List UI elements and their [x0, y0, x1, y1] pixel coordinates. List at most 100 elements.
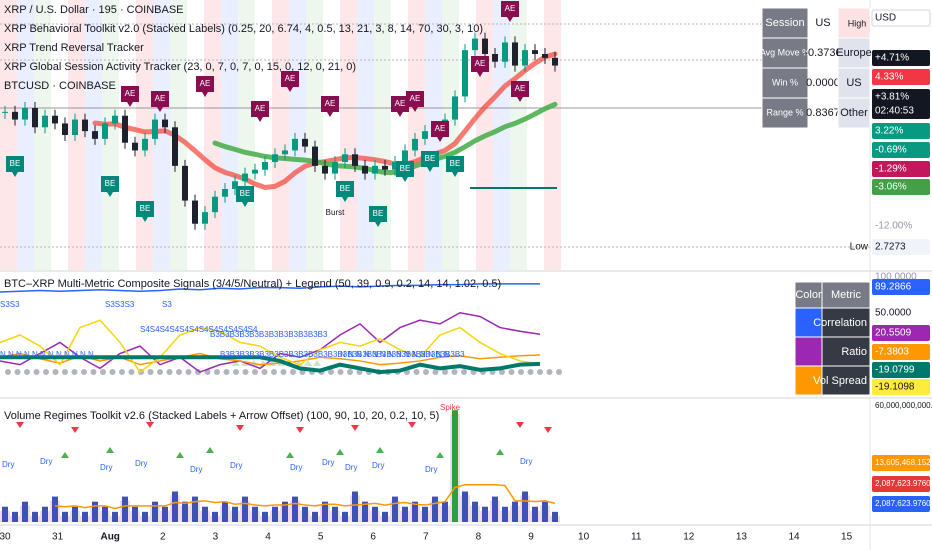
session-stripe [204, 0, 221, 270]
session-stripe [306, 0, 323, 270]
candle [322, 165, 328, 174]
axis-label: 02:40:53 [875, 106, 914, 117]
session-stripe [153, 0, 170, 270]
signal-label: B3B3B3B3B3B3B3B3B3B3B3B3 [210, 330, 328, 339]
table-cell [761, 67, 809, 99]
neutral-dot [43, 369, 49, 375]
candle [252, 169, 258, 174]
regime-label: Dry [372, 461, 384, 470]
volume-bar [2, 506, 8, 522]
time-label: 31 [52, 532, 64, 543]
axis-label: -0.69% [875, 145, 907, 156]
price-axis: USD +4.71% 4.33% +3.81% 02:40:53 3.22% -0.69% -… [850, 9, 932, 512]
marker-box [391, 96, 409, 117]
axis-label-bg [872, 89, 930, 105]
signal-pane: S3S3 S3S3S3 S3S4S4S4S4S4S4S4S4S4S4S4S4B3B3… [0, 278, 871, 396]
signal-label: N N N N N N N N N N N N [0, 350, 94, 359]
neutral-dot [527, 369, 534, 375]
session-stripe [0, 0, 17, 270]
neutral-dot [90, 369, 97, 375]
neutral-dot [508, 369, 515, 375]
candle [412, 138, 418, 151]
neutral-dot [271, 369, 277, 375]
regime-label: Spike [440, 403, 461, 412]
marker-box [396, 161, 414, 182]
time-label: 7 [423, 532, 429, 543]
candle [482, 38, 488, 54]
marker-box [431, 121, 449, 142]
axis-label-bg [872, 69, 930, 85]
candle [512, 42, 518, 66]
regime-label: Dry [345, 463, 357, 472]
arrow-up [496, 449, 504, 455]
session-stripe [408, 0, 425, 270]
table-cell-text: Win % [772, 77, 798, 87]
signal-line [0, 283, 540, 293]
neutral-dot [537, 369, 543, 375]
candle [372, 165, 378, 174]
time-label: 12 [683, 532, 695, 543]
regime-label: Dry [425, 465, 437, 474]
table-header: Metric [831, 289, 861, 301]
session-stripe [340, 0, 357, 270]
candle [242, 173, 248, 182]
session-stripe [374, 0, 391, 270]
arrow-down [516, 422, 524, 428]
volume-bar [72, 506, 78, 522]
table-cell-text: Other [840, 107, 868, 119]
time-axis: 30 31 Aug 2 3 4 5 6 7 8 9 10 11 12 13 14 15 [0, 532, 853, 543]
table-cell [837, 37, 871, 69]
candle [32, 108, 38, 128]
neutral-dot [214, 369, 220, 375]
volume-bar [442, 501, 448, 522]
table-cell-text: Range % [766, 107, 803, 117]
session-stripe [238, 0, 255, 270]
neutral-dot [128, 369, 135, 375]
axis-label: -19.0799 [875, 365, 915, 376]
marker-box [251, 101, 269, 122]
volume-bar [352, 491, 358, 522]
axis-label: -3.06% [875, 182, 907, 193]
volume-bar [532, 506, 538, 522]
volume-bar [152, 501, 158, 522]
volume-bar [82, 511, 88, 522]
axis-label: 60,000,000,000.0000 [875, 401, 932, 410]
marker-label: AE [475, 59, 486, 68]
time-label: 13 [736, 532, 748, 543]
volume-bar [412, 501, 418, 522]
table-cell [821, 365, 871, 396]
candle [552, 57, 558, 66]
volume-bar [392, 496, 398, 522]
neutral-dot [556, 369, 562, 375]
candle [102, 123, 108, 139]
volume-bar [422, 506, 428, 522]
volume-bar [222, 501, 228, 522]
volume-bar [12, 511, 18, 522]
legend-swatch [794, 336, 823, 367]
marker-label: BE [373, 209, 384, 218]
regime-label: Dry [322, 458, 334, 467]
pane-legend: Volume Regimes Toolkit v2.6 (Stacked Lab… [4, 410, 439, 422]
legend-line: BTCUSD · COINBASE [4, 80, 116, 92]
neutral-dot [347, 369, 353, 375]
arrow-up [336, 449, 344, 455]
neutral-dot [195, 369, 201, 375]
arrow-down [16, 422, 24, 428]
arrow-down [544, 427, 552, 433]
neutral-dot [81, 369, 87, 375]
candle [222, 189, 228, 197]
session-stripe [544, 0, 561, 270]
volume-bar [452, 410, 458, 522]
marker-label: AE [155, 94, 166, 103]
session-stripe [493, 0, 510, 270]
neutral-dot [546, 369, 553, 375]
volume-bar [322, 501, 328, 522]
signal-label: S3S3 [0, 300, 20, 309]
axis-label-bg [872, 455, 930, 471]
marker-label: AE [285, 74, 296, 83]
axis-label: USD [875, 13, 896, 24]
session-stripe [527, 0, 544, 270]
marker-label: AE [410, 94, 421, 103]
